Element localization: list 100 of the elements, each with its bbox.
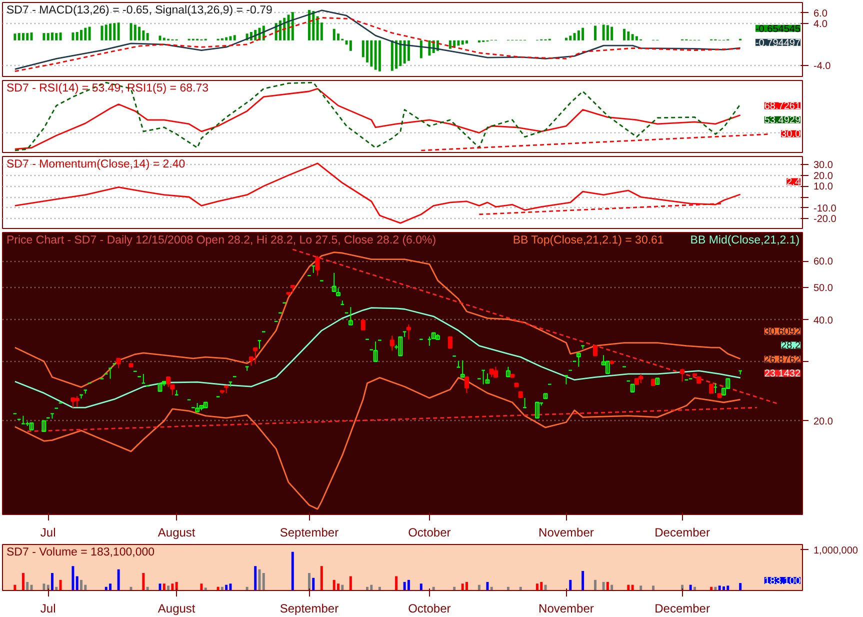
bar	[72, 32, 74, 40]
y-tick-label: 20.0	[814, 416, 834, 428]
bar	[312, 578, 315, 590]
bar	[594, 26, 596, 40]
y-tick-label: 20.0	[814, 170, 834, 182]
y-tick-label: 4.0	[814, 18, 828, 30]
bar	[582, 570, 584, 590]
bar	[349, 40, 352, 51]
y-tick-label: 60.0	[814, 256, 834, 268]
candlestick	[448, 336, 452, 349]
bar	[158, 36, 162, 40]
bar	[104, 24, 108, 40]
bar	[50, 32, 54, 40]
bar	[109, 24, 112, 40]
candlestick	[42, 420, 46, 432]
bar	[308, 10, 310, 40]
candlestick	[592, 345, 598, 356]
annotation: 68.7261	[764, 101, 801, 112]
x-tick-label: December	[654, 526, 710, 540]
annotation: 23.1432	[764, 368, 801, 380]
bar	[254, 566, 257, 590]
bar	[332, 28, 336, 40]
bar	[55, 33, 58, 40]
text: BB Mid(Close,21,2.1)	[690, 234, 800, 246]
bar	[466, 582, 468, 590]
bar	[337, 584, 340, 590]
bar	[403, 40, 406, 64]
line-series	[14, 17, 742, 72]
bar	[291, 552, 294, 590]
bar	[138, 26, 141, 40]
x-tick-label: August	[158, 602, 196, 616]
y-tick-label: 50.0	[814, 283, 834, 294]
y-tick-label: -10.0	[814, 203, 837, 214]
bar	[50, 572, 54, 590]
bar	[573, 33, 576, 40]
bar	[200, 584, 203, 590]
y-tick-label: -4.0	[814, 60, 832, 72]
bar	[623, 28, 626, 40]
bar	[76, 32, 78, 40]
candlestick	[116, 358, 121, 369]
bar	[602, 24, 605, 40]
x-tick-label: August	[158, 526, 196, 540]
bar	[117, 22, 120, 40]
bar	[146, 33, 149, 40]
x-tick-label: September	[280, 602, 339, 616]
chart-title: SD7 - RSI(14) = 53.49, RSI1(5) = 68.73	[6, 82, 208, 94]
line-series	[14, 252, 742, 388]
bar	[403, 582, 406, 590]
candlestick	[70, 397, 76, 408]
bar	[407, 580, 410, 590]
bar	[407, 40, 410, 61]
bar	[30, 32, 33, 40]
y-tick-label: 6.0	[814, 8, 828, 20]
bar	[142, 572, 145, 590]
line-series	[14, 376, 742, 510]
chart-title: SD7 - Momentum(Close,14) = 2.40	[6, 158, 186, 170]
candlestick	[253, 347, 258, 364]
x-tick-label: October	[408, 602, 451, 616]
bar	[225, 37, 228, 40]
bar	[80, 30, 82, 40]
candlestick	[460, 360, 465, 378]
bar	[46, 33, 50, 40]
bar	[606, 25, 609, 40]
text: BB Top(Close,21,2.1) = 30.61	[512, 234, 664, 246]
bar	[142, 30, 145, 40]
candlestick	[406, 324, 411, 340]
y-tick-label: -20.0	[814, 214, 837, 226]
bar	[171, 584, 174, 590]
bar	[569, 36, 572, 40]
bar	[117, 569, 120, 590]
bar	[564, 38, 568, 40]
bar	[718, 586, 721, 590]
bar	[602, 582, 605, 590]
bar	[582, 28, 584, 40]
bar	[84, 28, 87, 40]
x-tick-label: November	[538, 526, 594, 540]
bar	[366, 40, 369, 62]
bar	[72, 566, 74, 590]
bar	[652, 586, 655, 590]
bar	[291, 12, 294, 40]
candlestick	[576, 352, 581, 368]
x-tick-label: Jul	[40, 526, 56, 540]
bar	[229, 584, 232, 590]
bar	[395, 576, 398, 590]
bar	[606, 582, 609, 590]
annotation: 28.2	[781, 340, 801, 352]
bar	[308, 572, 310, 590]
bar	[162, 584, 166, 590]
bar	[635, 36, 638, 40]
x-tick-label: December	[654, 602, 710, 616]
bar	[312, 11, 315, 40]
y-tick-label: 1,000,000	[814, 545, 858, 556]
bar	[76, 576, 78, 590]
bar	[14, 34, 16, 40]
bar	[42, 584, 46, 590]
y-tick-label: 10.0	[814, 182, 834, 193]
bar	[26, 582, 29, 590]
candlestick	[332, 272, 336, 292]
x-tick-label: Jul	[40, 602, 56, 616]
bar	[420, 40, 422, 58]
